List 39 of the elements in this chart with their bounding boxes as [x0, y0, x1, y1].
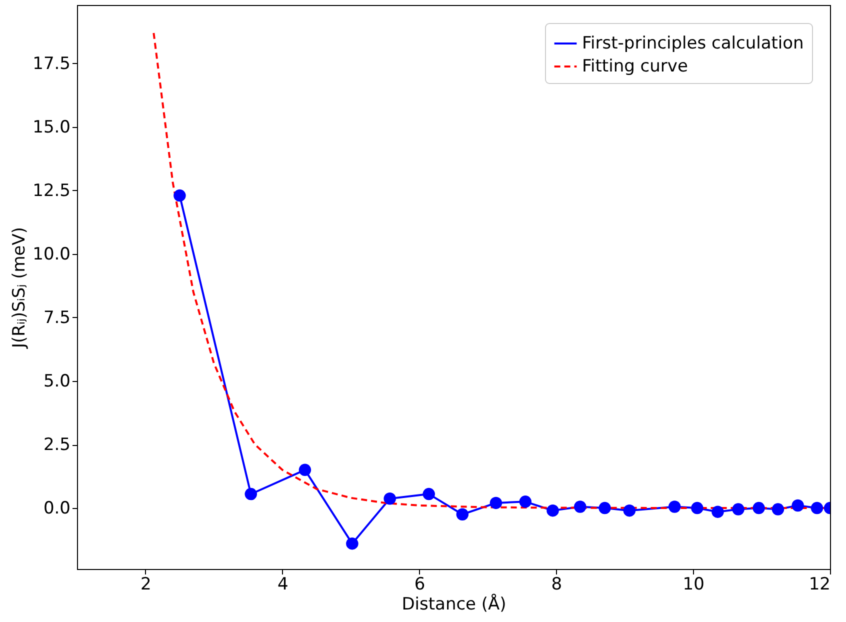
legend-label: Fitting curve	[582, 56, 688, 76]
x-tick-label: 4	[277, 574, 288, 594]
point	[752, 502, 765, 514]
point	[574, 500, 586, 513]
point	[623, 504, 636, 517]
point	[174, 189, 186, 202]
point	[691, 502, 704, 514]
point	[422, 488, 435, 500]
y-tick-label: 15.0	[32, 117, 70, 138]
point	[244, 488, 257, 500]
y-tick-label: 7.5	[43, 308, 70, 328]
x-axis-title: Distance (Å)	[402, 594, 506, 614]
x-tick-label: 6	[414, 574, 426, 594]
y-tick-label: 2.5	[43, 435, 70, 456]
point	[456, 508, 469, 520]
x-tick-label: 12	[808, 574, 830, 594]
point	[810, 502, 824, 514]
point	[519, 496, 532, 508]
point	[546, 504, 559, 517]
y-tick-label: 12.5	[32, 180, 70, 201]
point	[712, 506, 724, 518]
point	[792, 499, 804, 512]
point	[384, 492, 396, 505]
y-axis-title: J(Rᵢⱼ)SᵢSⱼ (meV)	[10, 226, 30, 350]
point	[732, 503, 744, 516]
point	[772, 503, 784, 516]
point	[490, 496, 502, 510]
point	[598, 502, 611, 514]
legend-label: First-principles calculation	[582, 34, 804, 54]
point	[668, 500, 681, 513]
point	[346, 537, 358, 550]
y-tick-label: 17.5	[32, 54, 70, 74]
y-tick-label: 10.0	[32, 244, 70, 264]
y-tick-label: 0.0	[43, 498, 70, 519]
x-tick-label: 2	[140, 574, 152, 594]
point	[298, 464, 312, 476]
x-tick-label: 10	[682, 574, 704, 594]
x-tick-label: 8	[551, 574, 562, 594]
y-tick-label: 5.0	[43, 372, 70, 392]
